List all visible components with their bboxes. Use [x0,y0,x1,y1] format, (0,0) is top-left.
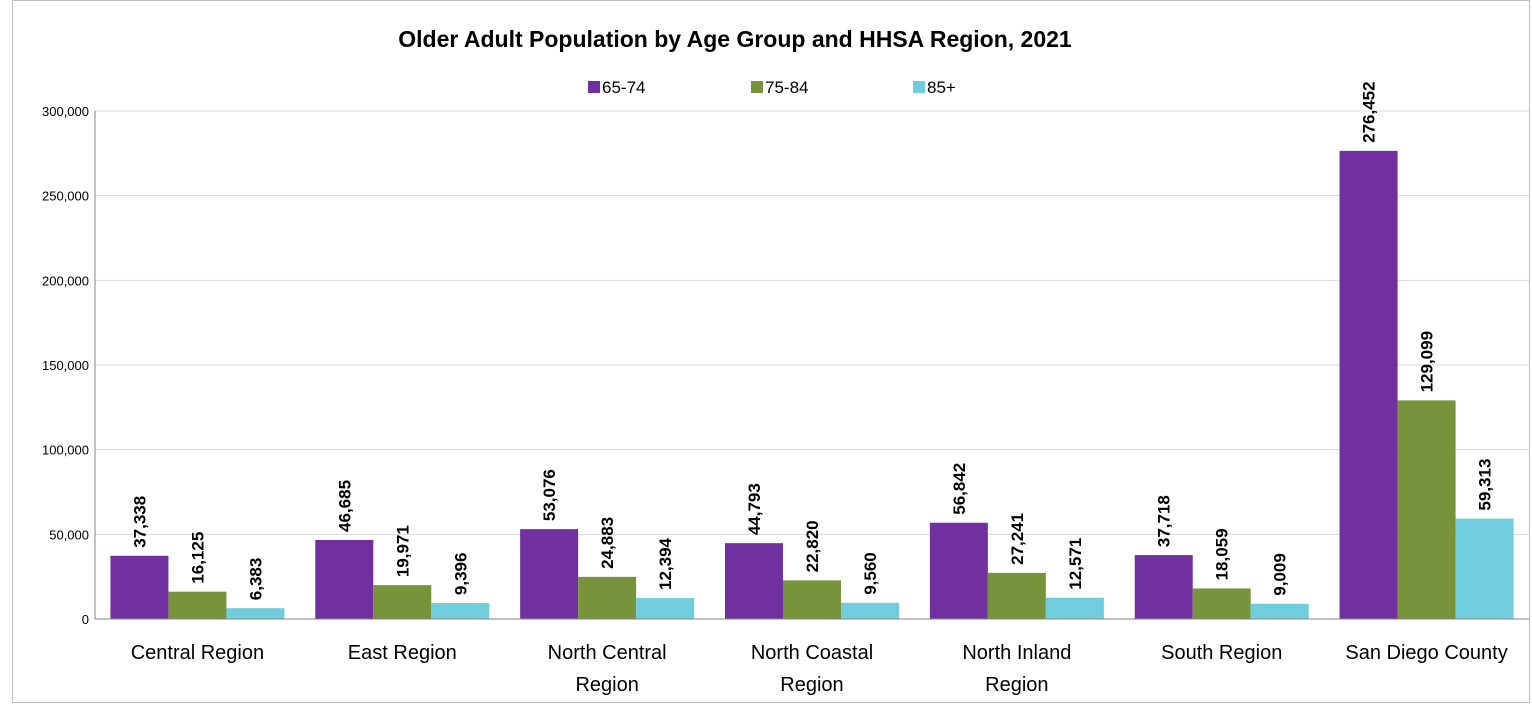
legend-label: 85+ [927,78,956,97]
data-label: 12,394 [656,537,675,590]
bar-65-74-0 [110,555,169,619]
legend-label: 75-84 [765,78,808,97]
bar-chart: Older Adult Population by Age Group and … [42,26,1529,696]
bar-75-84-3 [783,580,841,619]
bar-85+-4 [1045,597,1104,619]
bar-85+-3 [841,602,899,619]
x-tick-label: East Region [348,642,457,664]
y-tick-label: 150,000 [42,358,89,373]
bar-65-74-3 [725,543,783,619]
data-label: 12,571 [1066,538,1085,590]
y-axis: 0 50,000 100,000 150,000 200,000 250,000 300,0… [42,104,96,627]
data-label: 16,125 [188,532,207,584]
data-label: 24,883 [598,517,617,569]
bar-75-84-0 [168,591,227,619]
bar-85+-5 [1250,603,1309,619]
y-tick-label: 200,000 [42,273,89,288]
x-tick-label: South Region [1161,642,1282,664]
data-label: 44,793 [745,483,764,535]
bar-65-74-1 [315,539,374,619]
x-tick-label: North Coastal Region [751,642,873,696]
y-tick-label: 0 [82,612,89,627]
bar-75-84-6 [1397,400,1456,619]
bar-75-84-1 [373,585,432,619]
x-tick-label: North Central Region [548,642,667,696]
bars [110,150,1514,619]
data-label: 46,685 [335,480,354,532]
bar-65-74-6 [1339,150,1398,619]
legend-swatch-75-84 [751,81,763,93]
x-tick-label: North Inland Region [962,642,1071,696]
legend: 65-74 75-84 85+ [588,78,956,97]
bar-75-84-2 [578,576,637,619]
x-tick-label: Central Region [131,642,264,664]
data-label: 276,452 [1360,81,1379,142]
x-axis: Central Region East Region North Central Re… [95,618,1529,696]
bar-85+-2 [636,598,695,619]
bar-75-84-5 [1192,588,1251,619]
bar-85+-0 [226,608,285,619]
data-label: 22,820 [803,520,822,572]
data-label: 56,842 [950,463,969,515]
data-label: 6,383 [246,558,265,601]
x-tick-label: San Diego County [1345,642,1507,664]
legend-label: 65-74 [602,78,645,97]
bar-85+-1 [431,603,490,619]
data-label: 53,076 [540,469,559,521]
data-label: 37,338 [130,496,149,548]
y-tick-label: 100,000 [42,443,89,458]
y-tick-label: 50,000 [49,527,89,542]
data-label: 18,059 [1213,528,1232,580]
data-label: 19,971 [393,525,412,577]
bar-65-74-2 [520,529,579,619]
data-label: 59,313 [1476,459,1495,511]
bar-85+-6 [1455,518,1514,619]
data-labels: 37,338 16,125 6,383 46,685 19,971 9,396 53,076… [130,81,1494,600]
y-tick-label: 300,000 [42,104,89,119]
gridlines [95,110,1529,535]
chart-title: Older Adult Population by Age Group and … [398,26,1072,52]
bar-75-84-4 [987,572,1046,619]
data-label: 9,009 [1271,553,1290,596]
y-tick-label: 250,000 [42,189,89,204]
legend-swatch-85+ [913,81,925,93]
data-label: 9,396 [451,553,470,596]
bar-65-74-5 [1134,555,1193,619]
data-label: 27,241 [1008,513,1027,565]
chart-area: Older Adult Population by Age Group and … [12,0,1530,703]
data-label: 129,099 [1418,331,1437,392]
bar-65-74-4 [929,522,988,619]
data-label: 37,718 [1155,495,1174,547]
legend-swatch-65-74 [588,81,600,93]
data-label: 9,560 [861,552,880,595]
